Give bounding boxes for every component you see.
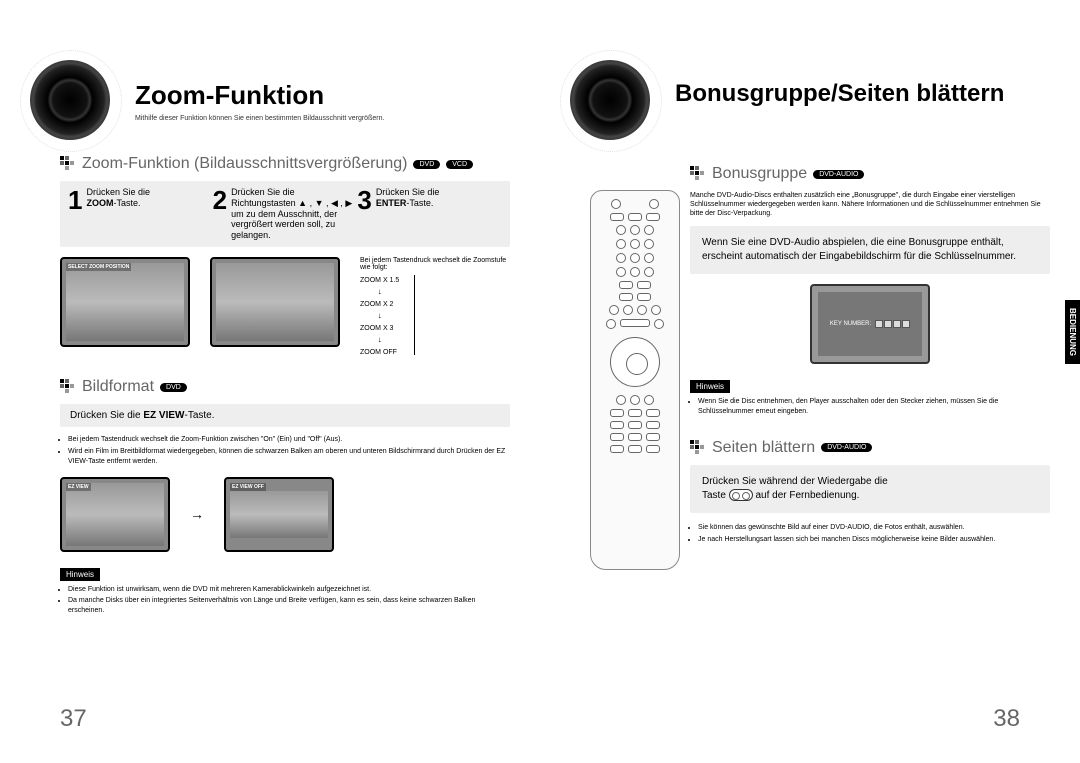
badge-dvd: DVD [413,160,440,169]
section-title: Zoom-Funktion (Bildausschnittsvergrößeru… [82,155,407,173]
remote-diagram [590,190,680,570]
arrow-right-icon: → [190,506,204,522]
arrow-down-icon: ↓ [360,310,399,323]
key-input-boxes [875,320,910,328]
ezview-instruction: Drücken Sie die EZ VIEW-Taste. [60,404,510,427]
bonusgruppe-box: Wenn Sie eine DVD-Audio abspielen, die e… [690,226,1050,274]
list-item: Bei jedem Tastendruck wechselt die Zoom-… [68,435,510,445]
loop-bracket [405,275,415,355]
badge-dvd: DVD [160,383,187,392]
page-number: 38 [993,705,1020,733]
step-text: Drücken Sie dieZOOM-Taste. [86,187,150,209]
page-button-icon [729,489,753,501]
list-item: Diese Funktion ist unwirksam, wenn die D… [68,585,510,595]
step-num: 1 [68,187,82,213]
steps-row: 1 Drücken Sie dieZOOM-Taste. 2 Drücken S… [60,181,510,247]
seiten-box: Drücken Sie während der Wiedergabe die T… [690,465,1050,513]
step-text: Drücken Sie dieENTER-Taste. [376,187,440,209]
list-item: Wird ein Film im Breitbildformat wiederg… [68,447,510,467]
step-2: 2 Drücken Sie die Richtungstasten ▲ , ▼ … [213,187,358,241]
screen-label: SELECT ZOOM POSITION [66,263,131,271]
page-subtitle: Mithilfe dieser Funktion können Sie eine… [135,115,384,122]
speaker-graphic [570,60,670,140]
ezview-bullets: Bei jedem Tastendruck wechselt die Zoom-… [60,435,510,466]
bonusgruppe-intro: Manche DVD-Audio-Discs enthalten zusätzl… [690,191,1050,218]
seiten-bullets: Sie können das gewünschte Bild auf einer… [690,523,1050,545]
badge-dvd-audio: DVD-AUDIO [813,170,864,179]
zoom-levels-col: Bei jedem Tastendruck wechselt die Zooms… [360,257,510,358]
badge-dvd-audio: DVD-AUDIO [821,443,872,452]
ez-screen-off: EZ VIEW OFF [224,477,334,552]
bullet-icon [60,379,76,395]
bullet-icon [60,156,76,172]
section-bildformat-header: Bildformat DVD [60,378,510,396]
zoom-level: ZOOM X 1.5 [360,275,399,286]
page-37: Zoom-Funktion Mithilfe dieser Funktion k… [0,0,540,763]
key-number-screen: KEY NUMBER: [810,284,930,364]
section-bonusgruppe-header: Bonusgruppe DVD-AUDIO [690,165,1050,183]
step-num: 3 [357,187,371,213]
hinweis-bullets: Wenn Sie die Disc entnehmen, den Player … [690,397,1050,417]
zoom-screen-2 [210,257,340,358]
bullet-icon [690,166,706,182]
list-item: Je nach Herstellungsart lassen sich bei … [698,535,1050,545]
zoom-level: ZOOM OFF [360,347,399,358]
step-text: Drücken Sie die Richtungstasten ▲ , ▼ , … [231,187,357,241]
zoom-level: ZOOM X 3 [360,323,399,334]
ezview-screens: EZ VIEW → EZ VIEW OFF [60,477,510,552]
side-tab-bedienung: BEDIENUNG [1065,300,1080,364]
section-title: Bonusgruppe [712,165,807,183]
list-item: Wenn Sie die Disc entnehmen, den Player … [698,397,1050,417]
ez-screen-on: EZ VIEW [60,477,170,552]
list-item: Da manche Disks über ein integriertes Se… [68,596,510,616]
hinweis-tag: Hinweis [60,568,100,581]
screen-label: EZ VIEW OFF [230,483,266,491]
section-title: Bildformat [82,378,154,396]
section-zoom-header: Zoom-Funktion (Bildausschnittsvergrößeru… [60,155,510,173]
page-title: Zoom-Funktion [135,80,324,111]
step-1: 1 Drücken Sie dieZOOM-Taste. [68,187,213,241]
bullet-icon [690,440,706,456]
key-label: KEY NUMBER: [830,321,871,327]
arrow-down-icon: ↓ [360,286,399,299]
zoom-levels: ZOOM X 1.5 ↓ ZOOM X 2 ↓ ZOOM X 3 ↓ ZOOM … [360,275,399,358]
zoom-note: Bei jedem Tastendruck wechselt die Zooms… [360,257,510,271]
left-content: Zoom-Funktion (Bildausschnittsvergrößeru… [60,155,510,618]
step-num: 2 [213,187,227,213]
section-seiten-header: Seiten blättern DVD-AUDIO [690,439,1050,457]
hinweis-bullets: Diese Funktion ist unwirksam, wenn die D… [60,585,510,616]
page-title: Bonusgruppe/Seiten blättern [675,80,1004,108]
list-item: Sie können das gewünschte Bild auf einer… [698,523,1050,533]
section-title: Seiten blättern [712,439,815,457]
right-content: Bonusgruppe DVD-AUDIO Manche DVD-Audio-D… [690,165,1050,546]
dpad [610,337,660,387]
step-3: 3 Drücken Sie dieENTER-Taste. [357,187,502,241]
zoom-screen-1: SELECT ZOOM POSITION [60,257,190,358]
arrow-down-icon: ↓ [360,334,399,347]
page-number: 37 [60,705,87,733]
zoom-level: ZOOM X 2 [360,299,399,310]
badge-vcd: VCD [446,160,473,169]
zoom-screens: SELECT ZOOM POSITION Bei jedem Tastendru… [60,257,510,358]
screen-label: EZ VIEW [66,483,91,491]
hinweis-tag: Hinweis [690,380,730,393]
speaker-graphic [30,60,130,140]
page-38: Bonusgruppe/Seiten blättern BEDIENUNG Bo… [540,0,1080,763]
